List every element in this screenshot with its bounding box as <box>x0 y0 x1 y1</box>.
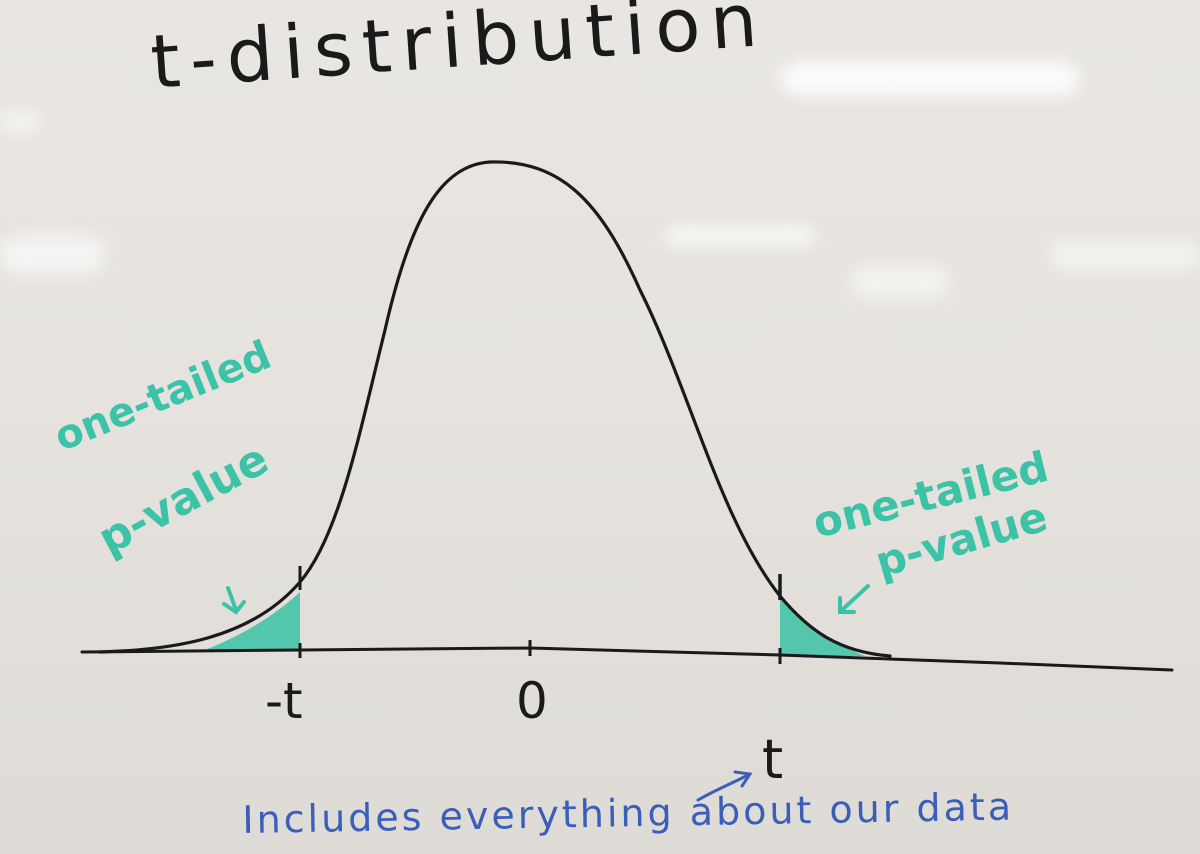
label-zero: 0 <box>516 672 548 730</box>
glare-reflection <box>1050 240 1200 270</box>
label-negative-t: -t <box>265 672 303 730</box>
glare-reflection <box>0 110 40 134</box>
glare-reflection <box>665 225 815 247</box>
glare-reflection <box>780 62 1080 96</box>
left-tail-shade <box>205 592 300 650</box>
right-tail-shade <box>780 596 865 656</box>
left-arrow-icon <box>222 586 246 615</box>
label-positive-t: t <box>762 728 784 791</box>
bell-curve <box>98 160 892 658</box>
glare-reflection <box>850 265 950 300</box>
x-axis-line <box>80 646 1174 672</box>
glare-reflection <box>0 235 105 275</box>
blue-arrow-icon <box>696 770 753 802</box>
right-arrow-icon <box>838 584 870 614</box>
